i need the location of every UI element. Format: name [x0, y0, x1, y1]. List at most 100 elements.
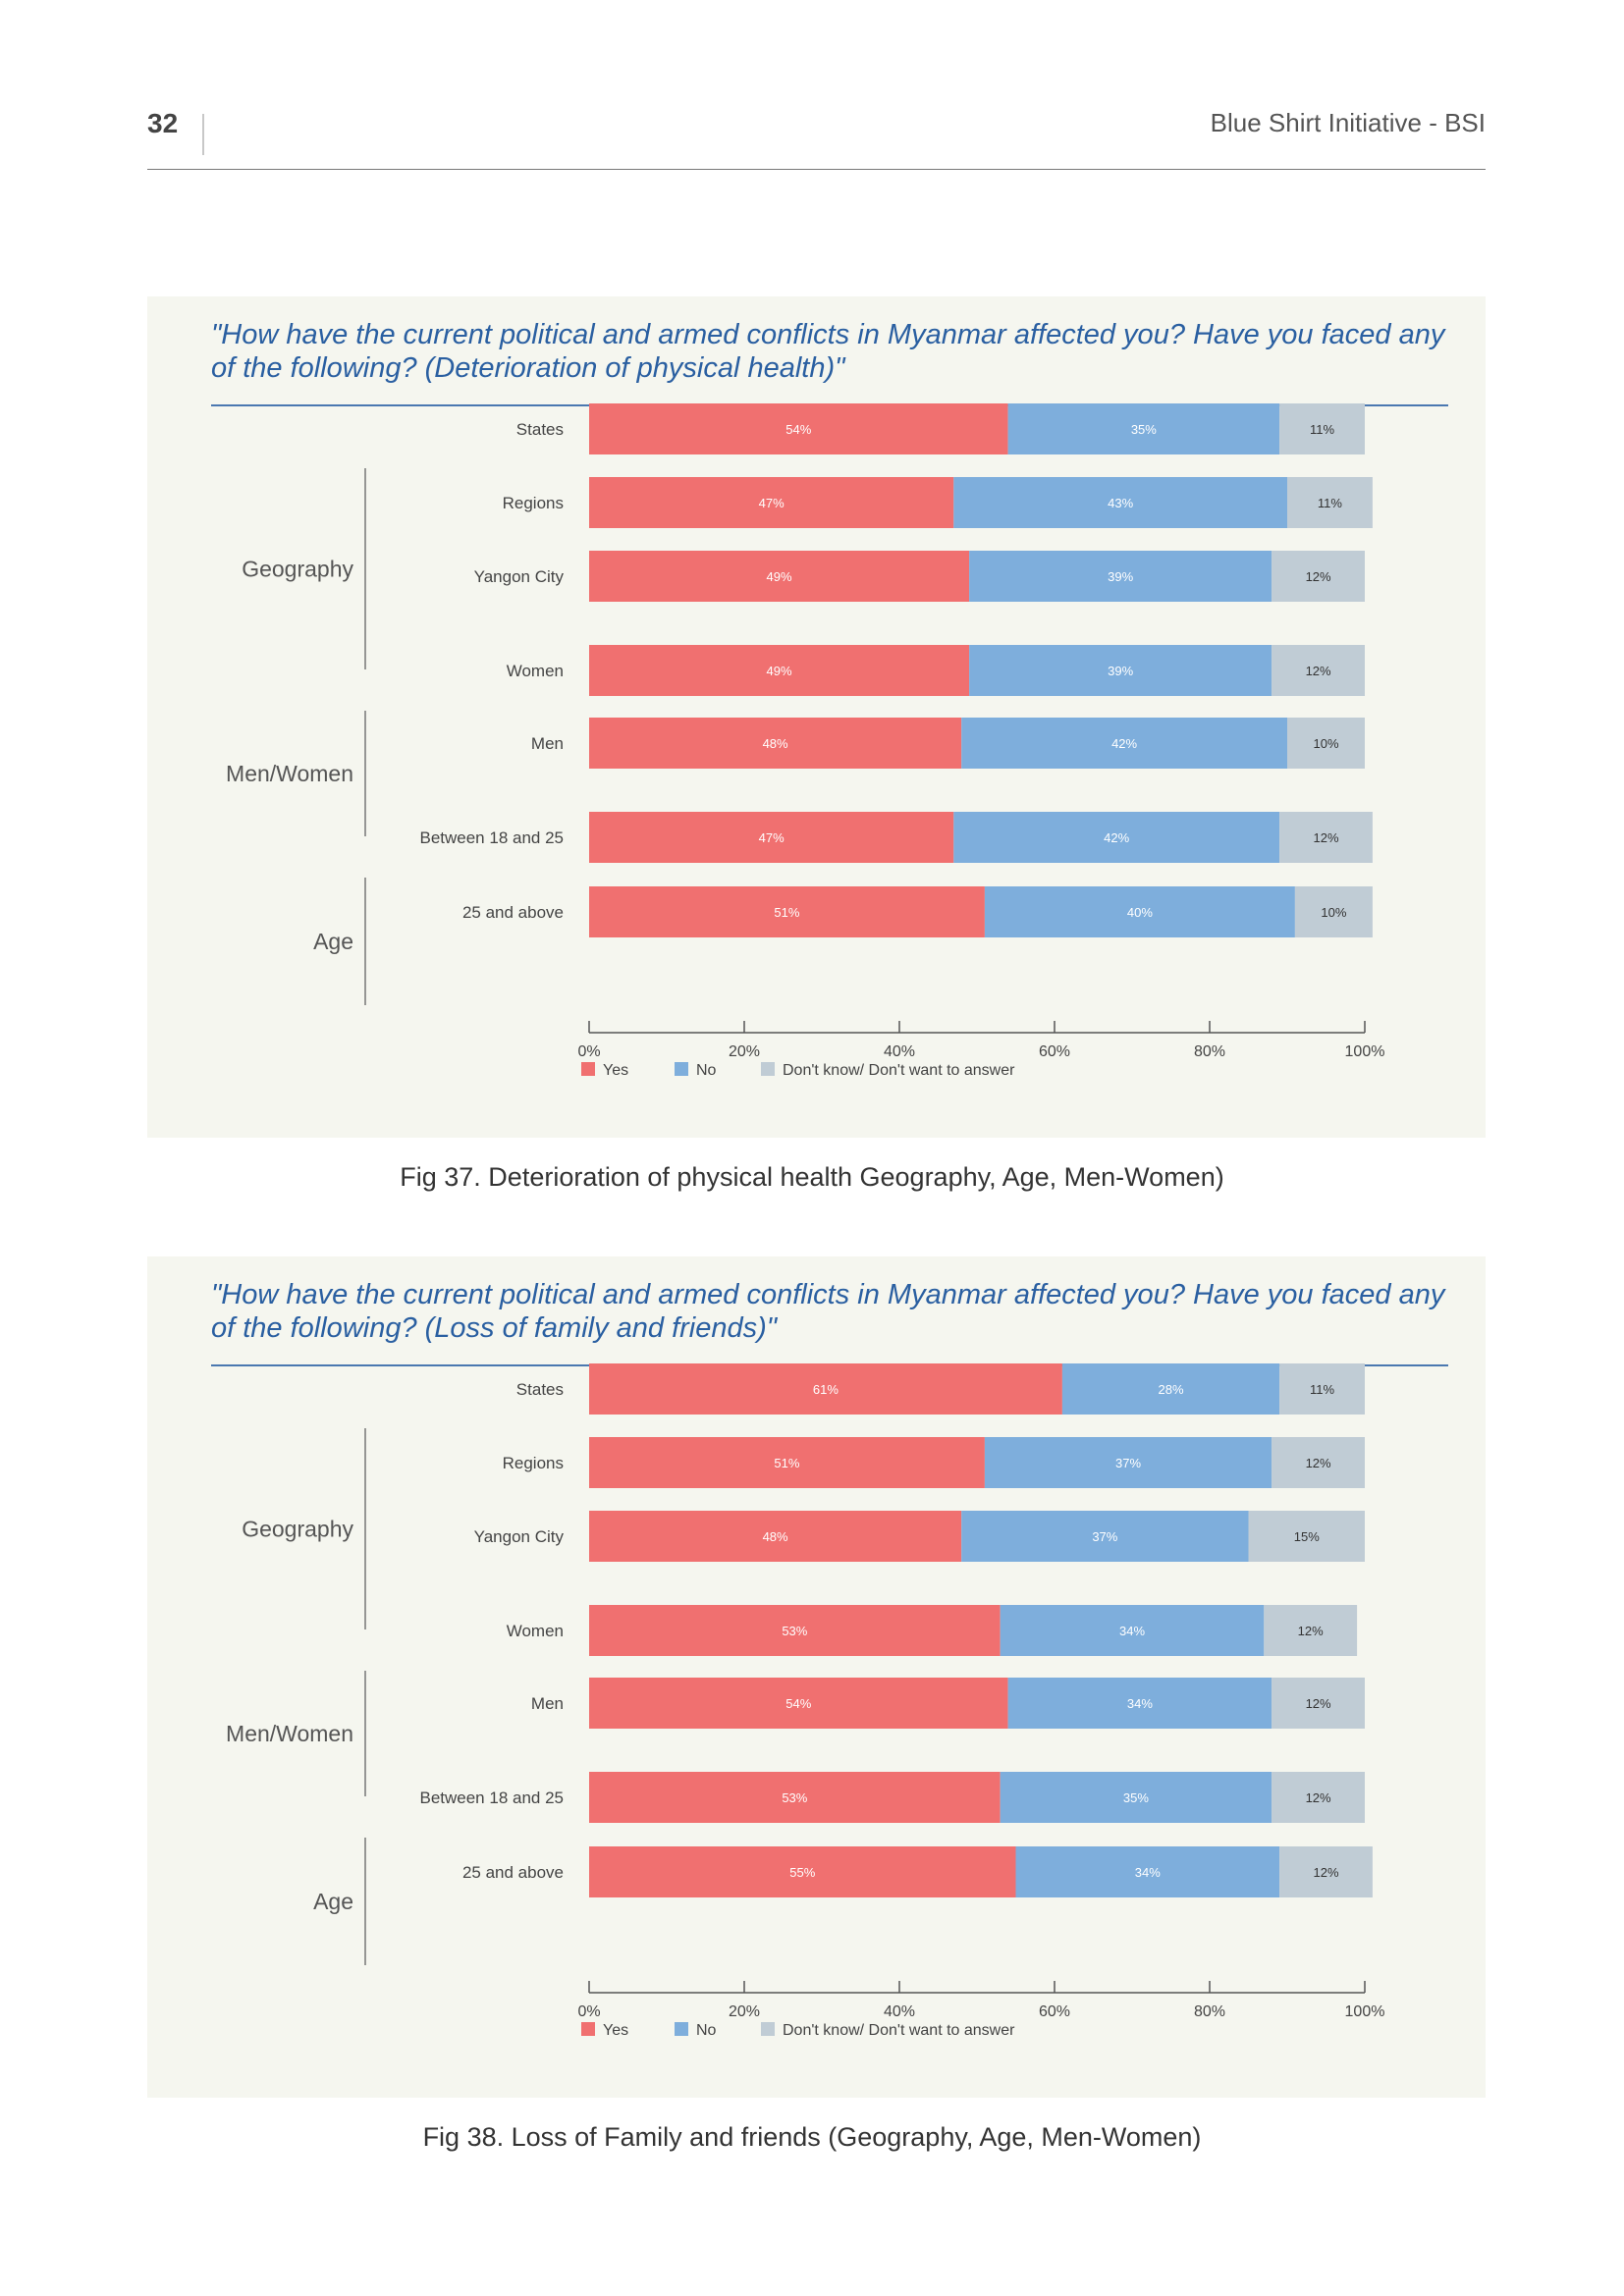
bar-segment [1279, 812, 1373, 863]
bar-segment [589, 718, 962, 769]
bar-segment [589, 551, 970, 602]
data-label: 61% [813, 1382, 839, 1397]
data-label: 12% [1306, 664, 1331, 678]
bar-segment [589, 812, 954, 863]
chart-1-caption: Fig 37. Deterioration of physical health… [400, 1162, 1224, 1192]
bar-segment [1287, 718, 1365, 769]
bar-segment [589, 1363, 1062, 1415]
bar-segment [589, 403, 1008, 454]
legend-swatch [581, 1062, 595, 1076]
category-label: Women [507, 1622, 564, 1640]
category-label: 25 and above [462, 1863, 564, 1882]
chart-2-question: "How have the current political and arme… [211, 1279, 1445, 1344]
group-label: Men/Women [226, 1721, 353, 1746]
bar-segment [1007, 1678, 1272, 1729]
data-label: 10% [1313, 736, 1338, 751]
bar-segment [589, 1678, 1008, 1729]
bar-segment [984, 886, 1295, 937]
group-label: Age [313, 929, 353, 954]
data-label: 34% [1127, 1696, 1153, 1711]
data-label: 34% [1135, 1865, 1161, 1880]
bar-segment [589, 886, 985, 937]
data-label: 49% [767, 664, 792, 678]
legend-label: Yes [603, 2022, 628, 2039]
data-label: 47% [759, 496, 785, 510]
legend-swatch [675, 2022, 688, 2036]
bar-segment [961, 1511, 1249, 1562]
x-tick-label: 20% [729, 1043, 760, 1060]
data-label: 55% [789, 1865, 815, 1880]
data-label: 42% [1111, 736, 1137, 751]
category-label: Yangon City [474, 567, 565, 586]
bar-segment [589, 1846, 1016, 1897]
data-label: 12% [1306, 1456, 1331, 1470]
data-label: 48% [763, 1529, 788, 1544]
data-label: 12% [1306, 569, 1331, 584]
chart-2-svg: Geography Men/Women Age States 61% 28% 11% Regi… [226, 1363, 1384, 2039]
publication-title: Blue Shirt Initiative - BSI [1210, 108, 1486, 137]
bar-segment [1272, 1772, 1365, 1823]
chart-2-caption: Fig 38. Loss of Family and friends (Geog… [422, 2122, 1202, 2152]
chart-panel-1: "How have the current political and arme… [147, 296, 1486, 1138]
data-label: 12% [1298, 1624, 1324, 1638]
category-label: Men [531, 734, 564, 753]
category-label: Men [531, 1694, 564, 1713]
category-label: States [516, 420, 564, 439]
x-tick-label: 80% [1194, 2003, 1225, 2020]
data-label: 54% [785, 422, 811, 437]
bar-segment [1272, 1678, 1365, 1729]
data-label: 42% [1104, 830, 1129, 845]
data-label: 39% [1108, 569, 1133, 584]
bar-segment [961, 718, 1287, 769]
bar-segment [953, 477, 1287, 528]
category-label: States [516, 1380, 564, 1399]
bar-segment [1264, 1605, 1358, 1656]
bar-segment [1279, 1363, 1365, 1415]
data-label: 43% [1108, 496, 1133, 510]
chart-panel-2: "How have the current political and arme… [147, 1256, 1486, 2098]
category-label: Regions [503, 494, 564, 512]
bar-segment [1000, 1605, 1265, 1656]
x-tick-label: 0% [577, 1043, 600, 1060]
bar-segment [589, 1772, 1001, 1823]
data-label: 37% [1092, 1529, 1117, 1544]
data-label: 37% [1115, 1456, 1141, 1470]
data-label: 51% [774, 1456, 799, 1470]
data-label: 34% [1119, 1624, 1145, 1638]
bar-segment [589, 1605, 1001, 1656]
data-label: 11% [1318, 496, 1342, 510]
legend-label: No [696, 2022, 717, 2039]
bar-segment [589, 1511, 962, 1562]
data-label: 35% [1131, 422, 1157, 437]
bar-segment [589, 1437, 985, 1488]
x-tick-label: 80% [1194, 1043, 1225, 1060]
legend-swatch [581, 2022, 595, 2036]
bar-segment [1272, 551, 1365, 602]
bar-segment [1279, 403, 1365, 454]
group-label: Geography [242, 1517, 353, 1542]
header-rule [147, 169, 1486, 170]
bar-segment [1000, 1772, 1272, 1823]
category-label: Between 18 and 25 [419, 1789, 564, 1807]
data-label: 47% [759, 830, 785, 845]
data-label: 35% [1123, 1790, 1149, 1805]
page-number: 32 [147, 108, 179, 138]
legend-label: Don't know/ Don't want to answer [783, 1062, 1015, 1079]
bar-segment [1279, 1846, 1373, 1897]
data-label: 15% [1294, 1529, 1320, 1544]
x-tick-label: 40% [884, 2003, 915, 2020]
category-label: Between 18 and 25 [419, 828, 564, 847]
data-label: 53% [782, 1624, 807, 1638]
data-label: 53% [782, 1790, 807, 1805]
bar-segment [1015, 1846, 1280, 1897]
bar-segment [1272, 1437, 1365, 1488]
bar-segment [1007, 403, 1280, 454]
data-label: 48% [763, 736, 788, 751]
x-tick-label: 20% [729, 2003, 760, 2020]
x-tick-label: 40% [884, 1043, 915, 1060]
x-tick-label: 0% [577, 2003, 600, 2020]
legend-swatch [761, 2022, 775, 2036]
data-label: 49% [767, 569, 792, 584]
legend-swatch [761, 1062, 775, 1076]
bar-segment [969, 551, 1272, 602]
